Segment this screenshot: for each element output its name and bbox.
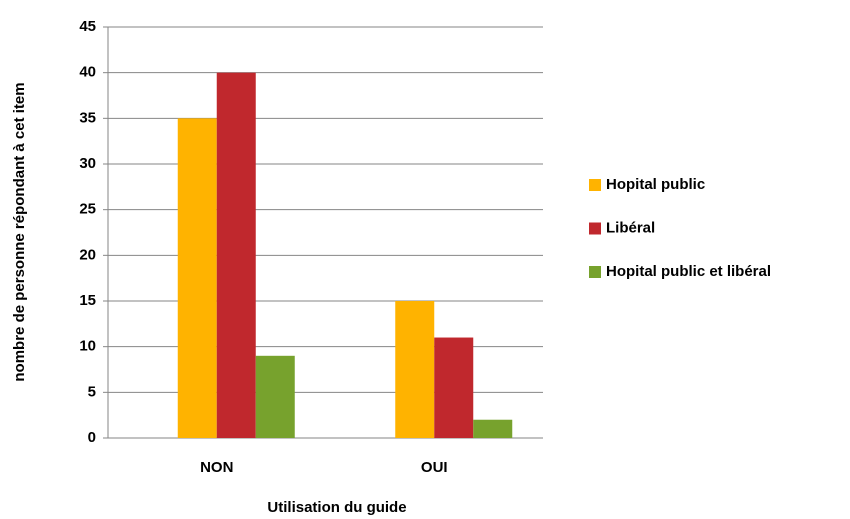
y-tick-label: 40 xyxy=(79,64,96,81)
bar xyxy=(177,118,217,438)
bar xyxy=(216,72,256,439)
y-tick-label: 25 xyxy=(79,201,96,218)
legend-swatch xyxy=(589,179,601,191)
legend-label: Hopital public et libéral xyxy=(606,263,771,280)
y-tick-label: 20 xyxy=(79,246,96,263)
bar xyxy=(473,419,513,438)
y-axis-title: nombre de personne répondant à cet item xyxy=(11,82,28,381)
y-tick-label: 35 xyxy=(79,109,96,126)
y-tick-label: 5 xyxy=(88,383,96,400)
legend-label: Hopital public xyxy=(606,176,705,193)
x-tick-label: OUI xyxy=(421,459,448,476)
legend-swatch xyxy=(589,266,601,278)
y-tick-label: 45 xyxy=(79,18,96,35)
bar xyxy=(395,301,435,438)
y-tick-label: 0 xyxy=(88,429,96,446)
y-tick-label: 15 xyxy=(79,292,96,309)
x-axis-title: Utilisation du guide xyxy=(267,499,406,516)
x-tick-label: NON xyxy=(200,459,233,476)
bar xyxy=(434,337,474,438)
bar xyxy=(255,355,295,438)
y-tick-label: 30 xyxy=(79,155,96,172)
legend-swatch xyxy=(589,222,601,235)
y-tick-label: 10 xyxy=(79,338,96,355)
legend-label: Libéral xyxy=(606,219,655,236)
